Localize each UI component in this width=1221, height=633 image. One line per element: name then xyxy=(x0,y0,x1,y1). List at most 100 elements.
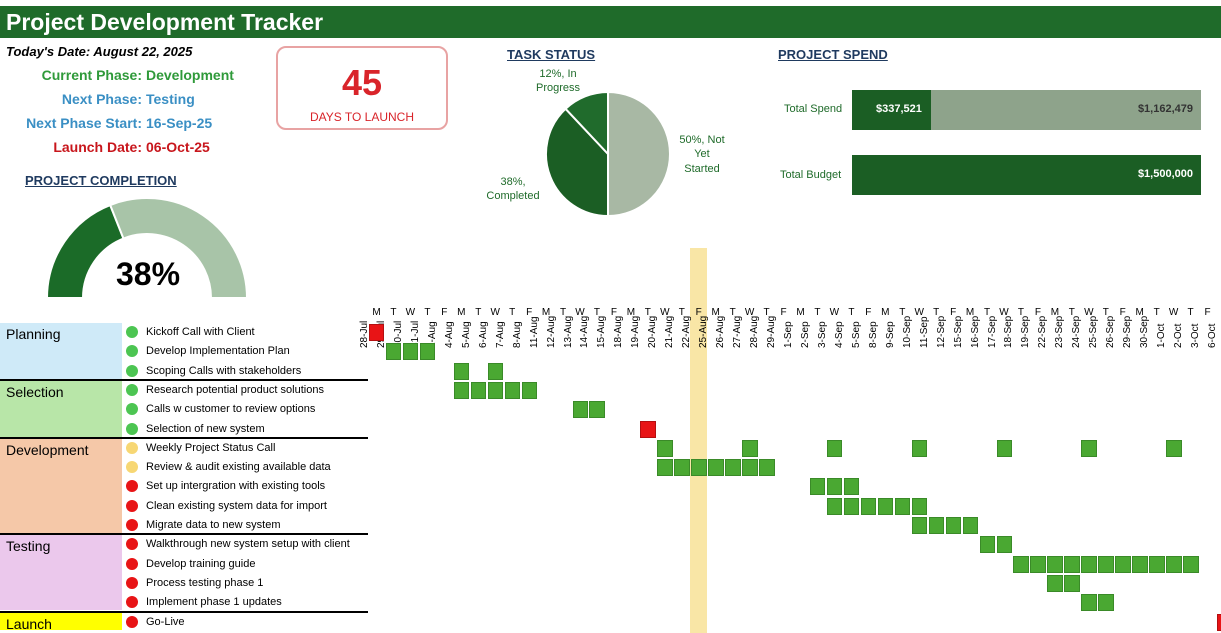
day-of-week-label: T xyxy=(424,307,431,318)
day-of-week-label: W xyxy=(999,307,1009,318)
task-bar-cell xyxy=(911,497,928,515)
task-bar-cell xyxy=(1047,574,1063,592)
next-phase-start-value: 16-Sep-25 xyxy=(146,115,213,131)
task-row: Review & audit existing available data xyxy=(122,458,368,477)
day-of-week-label: W xyxy=(1168,307,1179,318)
task-bar-cell xyxy=(860,497,877,515)
task-name: Selection of new system xyxy=(146,422,265,435)
task-bar-cell xyxy=(657,439,673,457)
day-of-week-label: F xyxy=(610,307,617,318)
task-bar-cell xyxy=(589,401,605,419)
task-bar-cell xyxy=(504,381,521,399)
task-name: Scoping Calls with stakeholders xyxy=(146,364,302,377)
task-row: Weekly Project Status Call xyxy=(122,439,368,458)
status-dot-icon xyxy=(126,326,138,338)
status-dot-icon xyxy=(126,557,138,570)
task-name: Review & audit existing available data xyxy=(146,461,331,474)
days-to-launch-caption: DAYS TO LAUNCH xyxy=(309,110,415,124)
task-name: Walkthrough new system setup with client xyxy=(146,538,350,551)
phase-cell-testing: Testing xyxy=(0,535,122,611)
day-of-week-label: T xyxy=(1187,307,1194,318)
current-phase-row: Current Phase: Development xyxy=(0,67,260,85)
day-of-week-label: W xyxy=(660,307,670,318)
day-of-week-label: F xyxy=(1204,307,1211,318)
task-row: Implement phase 1 updates xyxy=(122,593,368,612)
day-of-week-label: M xyxy=(1135,307,1144,318)
day-of-week-label: T xyxy=(678,307,685,318)
task-bar-cell xyxy=(759,459,775,477)
task-row: Process testing phase 1 xyxy=(122,574,368,593)
status-dot-icon xyxy=(126,499,138,512)
task-bar-cell xyxy=(843,478,860,496)
task-bar-cell xyxy=(1081,555,1097,573)
day-of-week-label: W xyxy=(490,307,500,318)
pie-slice-in-progress xyxy=(564,90,609,157)
task-row: Calls w customer to review options xyxy=(122,400,368,419)
launch-date-value: 06-Oct-25 xyxy=(146,139,210,155)
pie-slice-completed xyxy=(545,107,609,218)
day-of-week-label: T xyxy=(763,307,770,318)
day-of-week-label: F xyxy=(950,307,957,318)
task-row: Research potential product solutions xyxy=(122,381,368,400)
status-dot-icon xyxy=(126,364,138,377)
phase-separator xyxy=(0,533,368,536)
status-dot-icon xyxy=(126,345,138,358)
day-of-week-label: F xyxy=(526,307,533,318)
task-row: Walkthrough new system setup with client xyxy=(122,535,368,554)
task-row: Go-Live xyxy=(122,613,368,632)
task-bar-cell xyxy=(572,401,588,419)
task-bar-cell xyxy=(826,478,843,496)
today-column-highlight xyxy=(690,248,708,633)
phase-separator xyxy=(0,436,368,439)
day-of-week-label: M xyxy=(372,307,381,318)
task-bar-cell xyxy=(1064,555,1080,573)
day-of-week-label: W xyxy=(1084,307,1094,318)
project-spend-heading: PROJECT SPEND xyxy=(778,47,888,62)
day-of-week-label: T xyxy=(1068,307,1075,318)
day-of-week-label: T xyxy=(475,307,482,318)
days-to-launch-card: 45 DAYS TO LAUNCH xyxy=(276,46,448,130)
next-phase-row: Next Phase: Testing xyxy=(0,91,260,109)
status-dot-icon xyxy=(126,615,138,628)
day-of-week-label: T xyxy=(814,307,821,318)
milestone-cell xyxy=(1217,613,1221,631)
task-bar-cell xyxy=(691,459,707,477)
current-phase-value: Development xyxy=(146,67,234,83)
task-name: Process testing phase 1 xyxy=(146,576,264,589)
task-bar-cell xyxy=(945,517,962,534)
total-budget-label: Total Budget xyxy=(780,169,842,181)
day-of-week-label: F xyxy=(441,307,448,318)
task-bar-cell xyxy=(708,459,724,477)
task-bar-cell xyxy=(911,439,928,457)
task-name: Develop training guide xyxy=(146,557,256,570)
project-completion-heading: PROJECT COMPLETION xyxy=(25,173,177,188)
task-name: Set up intergration with existing tools xyxy=(146,480,326,493)
day-of-week-label: M xyxy=(626,307,636,318)
total-spend-bar: $337,521 $1,162,479 xyxy=(852,90,1201,130)
task-bar-cell xyxy=(996,536,1012,554)
remaining-segment xyxy=(931,90,1201,130)
day-of-week-label: M xyxy=(541,307,551,318)
day-of-week-label: W xyxy=(829,307,840,318)
task-bar-cell xyxy=(1098,594,1114,612)
task-bar-cell xyxy=(487,362,504,380)
task-bar-cell xyxy=(1013,555,1029,573)
task-bar-cell xyxy=(742,459,758,477)
status-dot-icon xyxy=(126,441,138,454)
task-bar-cell xyxy=(1064,574,1080,592)
task-name: Clean existing system data for import xyxy=(146,499,327,512)
task-bar-cell xyxy=(385,343,402,361)
task-row: Set up intergration with existing tools xyxy=(122,477,368,496)
title-bar: Project Development Tracker xyxy=(0,6,1221,38)
day-of-week-label: W xyxy=(744,307,755,318)
task-row: Develop training guide xyxy=(122,555,368,574)
day-of-week-label: F xyxy=(1119,307,1126,318)
task-row: Kickoff Call with Client xyxy=(122,323,368,342)
task-bar-cell xyxy=(1098,555,1114,573)
completion-percent: 38% xyxy=(115,256,181,292)
day-of-week-label: W xyxy=(405,307,416,318)
status-dot-icon xyxy=(126,596,138,609)
task-row: Develop Implementation Plan xyxy=(122,342,368,361)
milestone-cell xyxy=(369,324,385,341)
milestone-cell xyxy=(640,420,656,438)
